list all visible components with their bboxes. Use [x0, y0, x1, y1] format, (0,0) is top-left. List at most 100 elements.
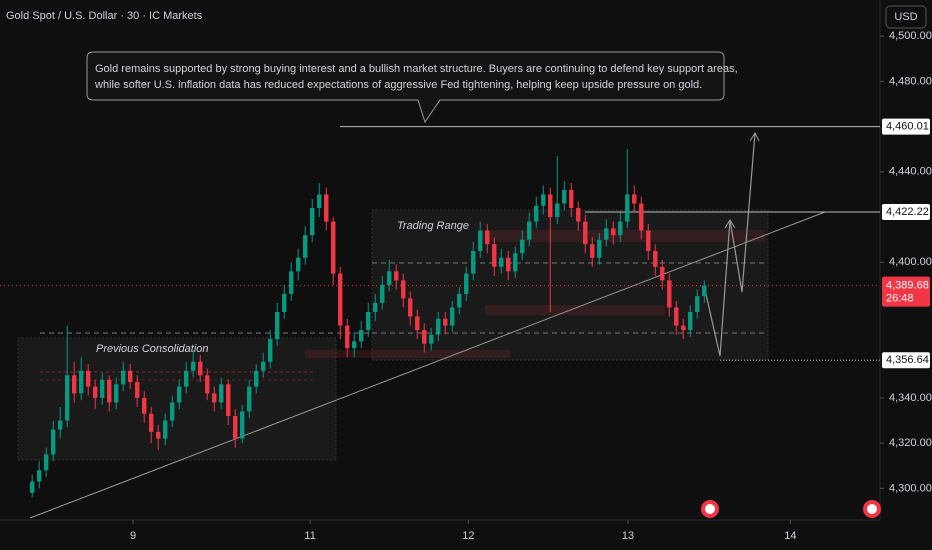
candle-body — [289, 271, 294, 294]
candle-body — [149, 413, 154, 432]
candle-body — [366, 312, 371, 331]
resistance-band — [480, 230, 765, 242]
candle-body — [275, 312, 280, 340]
candle-body — [121, 370, 126, 385]
candle-body — [702, 285, 707, 297]
x-tick-label: 12 — [462, 530, 474, 542]
candle-body — [44, 454, 49, 471]
candle-body — [338, 273, 343, 326]
level-label: 4,356.64 — [886, 354, 929, 366]
x-tick-label: 11 — [304, 530, 315, 542]
candle-body — [646, 230, 651, 251]
candle-body — [604, 228, 609, 240]
candle-body — [373, 302, 378, 312]
candle-body — [345, 325, 350, 349]
consolidation-zone — [17, 337, 337, 461]
zone-label: Previous Consolidation — [96, 343, 209, 355]
candle-body — [37, 470, 42, 482]
y-tick-label: 4,340.00 — [889, 392, 932, 404]
candle-body — [100, 379, 105, 398]
x-tick-label: 13 — [622, 530, 634, 542]
candle-body — [352, 341, 357, 349]
candle-body — [639, 203, 644, 231]
zone-label: Trading Range — [397, 220, 469, 232]
y-tick-label: 4,500.00 — [889, 30, 932, 42]
candle-body — [114, 384, 119, 403]
event-icon — [867, 504, 877, 514]
candle-body — [177, 386, 182, 403]
support-band — [485, 305, 665, 315]
candle-body — [450, 307, 455, 326]
candle-body — [534, 205, 539, 222]
candle-body — [303, 235, 308, 258]
candle-body — [310, 208, 315, 236]
candle-body — [674, 307, 679, 326]
callout-text: while softer U.S. inflation data has red… — [94, 79, 702, 91]
y-tick-label: 4,320.00 — [889, 437, 932, 449]
candle-body — [324, 194, 329, 222]
candle-body — [457, 293, 462, 308]
candle-body — [464, 273, 469, 294]
candle-body — [331, 221, 336, 274]
projection-arrow — [749, 131, 760, 142]
candle-body — [688, 312, 693, 331]
trendline — [29, 211, 826, 519]
candle-body — [408, 298, 413, 317]
candle-body — [296, 257, 301, 272]
candle-body — [513, 253, 518, 272]
candle-body — [268, 339, 273, 362]
candle-body — [380, 284, 385, 303]
candle-body — [541, 194, 546, 206]
level-tag — [882, 118, 930, 135]
candle-body — [142, 397, 147, 414]
currency: USD — [894, 11, 917, 23]
candle-body — [478, 230, 483, 251]
candle-body — [198, 361, 203, 376]
candle-body — [58, 420, 63, 430]
support-band — [305, 350, 510, 358]
y-tick-label: 4,300.00 — [889, 482, 932, 494]
last-price-label: 4,389.68 — [886, 279, 929, 291]
x-tick-label: 9 — [130, 530, 136, 542]
candle-body — [247, 386, 252, 412]
candle-body — [436, 318, 441, 335]
candle-body — [107, 379, 112, 403]
candle-body — [429, 334, 434, 344]
candle-body — [93, 386, 98, 398]
y-tick-label: 4,480.00 — [889, 75, 932, 87]
candle-body — [261, 361, 266, 371]
candle-body — [86, 370, 91, 387]
candle-body — [653, 250, 658, 267]
candle-body — [184, 370, 189, 387]
candle-body — [660, 266, 665, 281]
callout-text: Gold remains supported by strong buying … — [95, 63, 738, 75]
y-tick-label: 4,440.00 — [889, 166, 932, 178]
candle-body — [219, 384, 224, 403]
candle-body — [226, 384, 231, 416]
countdown: 26:48 — [886, 292, 914, 304]
candle-body — [135, 382, 140, 398]
candle-body — [681, 325, 686, 331]
level-label: 4,460.01 — [886, 120, 929, 132]
candle-body — [562, 189, 567, 204]
candle-body — [387, 271, 392, 285]
candle-body — [415, 316, 420, 331]
candle-body — [485, 230, 490, 245]
level-tag — [882, 352, 930, 369]
candle-body — [170, 402, 175, 421]
candle-body — [359, 330, 364, 342]
candle-body — [520, 239, 525, 254]
candle-body — [499, 257, 504, 267]
last-price-tag — [882, 276, 930, 307]
candle-body — [576, 208, 581, 222]
candle-body — [128, 370, 133, 383]
x-tick-label: 14 — [784, 530, 796, 542]
candle-body — [205, 375, 210, 394]
candle-body — [65, 375, 70, 421]
candle-body — [72, 375, 77, 394]
candle-body — [695, 296, 700, 312]
candle-body — [632, 194, 637, 204]
candle-body — [233, 416, 238, 439]
candle-body — [527, 221, 532, 240]
